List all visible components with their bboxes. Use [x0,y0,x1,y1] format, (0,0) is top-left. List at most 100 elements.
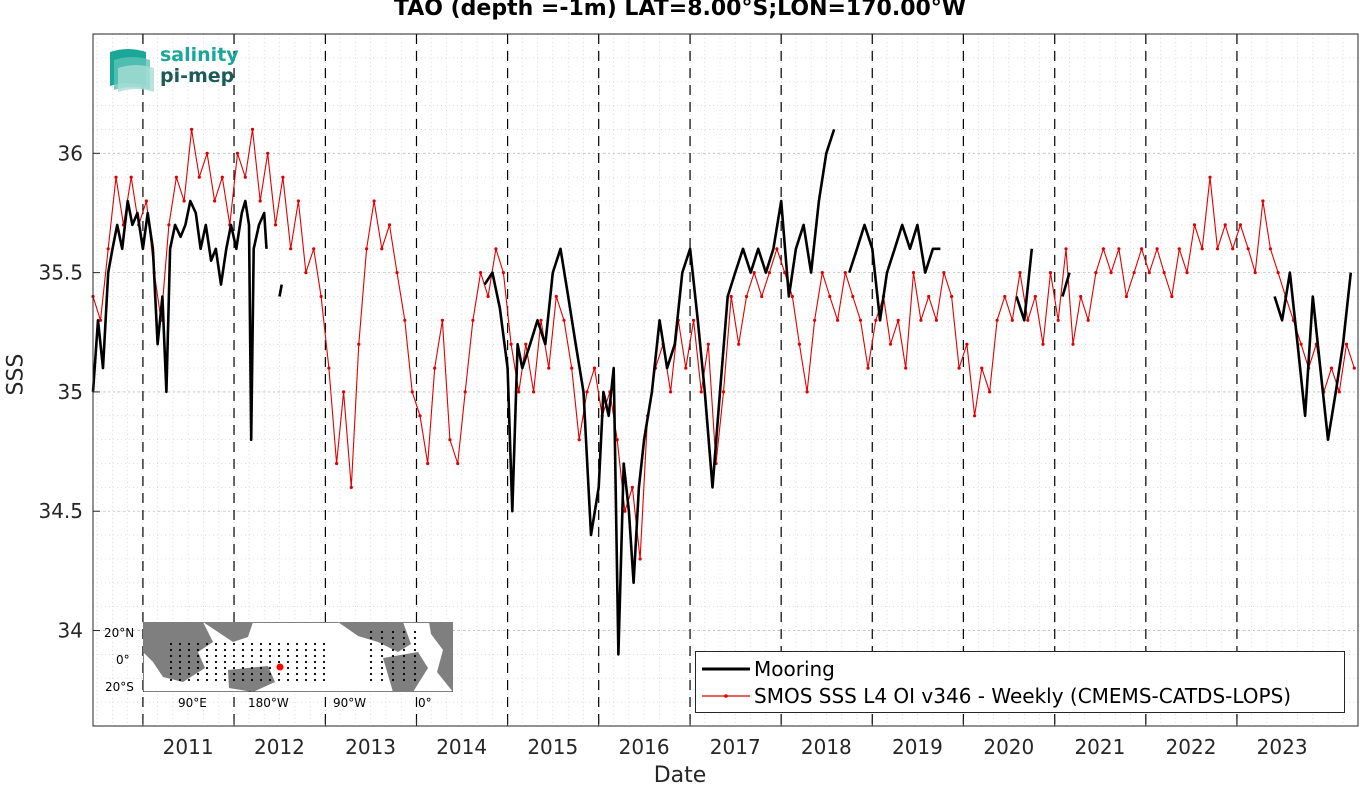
tao-buoy-dot [277,642,281,646]
smos-data-point [1238,223,1242,227]
tao-buoy-dot [413,666,417,670]
tao-buoy-dot [391,666,395,670]
smos-data-point [372,199,376,203]
smos-data-point [213,199,217,203]
tao-buoy-dot [380,678,384,682]
legend-label-mooring: Mooring [754,657,835,681]
tao-buoy-dot [413,642,417,646]
smos-data-point [980,366,984,370]
mooring-location-marker [276,663,284,671]
smos-data-point [1101,247,1105,251]
smos-data-point [904,366,908,370]
x-tick-label: 2023 [1257,735,1308,759]
tao-buoy-dot [413,630,417,634]
smos-data-point [1086,318,1090,322]
smos-data-point [813,318,817,322]
mooring-series-line [1273,271,1353,442]
smos-data-point [403,318,407,322]
smos-data-point [1094,271,1098,275]
inset-lon-label-90w: 90°W [333,696,367,710]
x-tick-label: 2015 [527,735,578,759]
tao-buoy-dot [223,654,227,658]
tao-buoy-dot [205,666,209,670]
smos-data-point [957,366,961,370]
tao-buoy-dot [304,666,308,670]
tao-buoy-dot [380,654,384,658]
y-tick-label: 36 [58,141,83,165]
smos-data-point [1253,271,1257,275]
smos-data-point [805,390,809,394]
smos-data-point [433,366,437,370]
smos-data-point [942,271,946,275]
tao-buoy-dot [313,654,317,658]
x-tick-label: 2018 [801,735,852,759]
tao-buoy-dot [178,672,182,676]
smos-data-point [950,294,954,299]
smos-data-point [1170,294,1174,299]
tao-buoy-dot [413,654,417,658]
smos-data-point [585,390,589,394]
tao-buoy-dot [223,678,227,682]
smos-data-point [851,294,855,299]
smos-data-point [692,318,696,322]
tao-buoy-dot [196,660,200,664]
smos-data-point [479,271,483,275]
smos-data-point [874,318,878,322]
inset-lon-label-180w: 180°W [248,696,289,710]
tao-buoy-dot [232,666,236,670]
y-tick-label: 35.5 [38,261,83,285]
smos-data-point [440,318,444,322]
legend-label-smos: SMOS SSS L4 OI v346 - Weekly (CMEMS-CATD… [754,684,1292,708]
smos-data-point [995,318,999,322]
tao-buoy-dot [402,666,406,670]
smos-data-point [592,366,597,370]
tao-buoy-dot [313,648,317,652]
smos-data-point [919,318,923,322]
smos-data-point [327,366,331,370]
tao-buoy-dot [214,642,218,646]
tao-buoy-dot [241,666,245,670]
salinity-pi-mep-logo: salinity pi-mep [108,44,248,94]
tao-buoy-dot [178,654,182,658]
tao-buoy-dot [391,678,395,682]
smos-data-point [836,318,840,322]
tao-buoy-dot [187,642,191,646]
smos-data-point [167,223,171,227]
smos-data-point [1010,318,1014,322]
smos-data-point [669,390,673,394]
tao-buoy-dot [169,666,173,670]
smos-data-point [365,247,369,251]
legend-entry-mooring: Mooring [696,655,1344,681]
smos-data-point [1337,390,1341,394]
tao-buoy-dot [241,642,245,646]
tao-buoy-dot [268,648,272,652]
tao-buoy-dot [187,672,191,676]
tao-buoy-dot [295,666,299,670]
tao-buoy-dot [369,678,373,682]
smos-data-point [783,271,787,275]
tao-buoy-dot [322,678,326,682]
tao-buoy-dot [380,636,384,640]
tao-buoy-dot [205,648,209,652]
tao-buoy-dot [214,654,218,658]
tao-buoy-dot [413,636,417,640]
tao-buoy-dot [286,654,290,658]
smos-data-point [304,271,308,275]
tao-buoy-dot [413,660,417,664]
smos-data-point [1185,271,1189,275]
y-tick-label: 34.5 [38,499,83,523]
tao-buoy-dot [196,672,200,676]
smos-data-point [752,271,756,275]
smos-data-point [114,175,118,179]
legend-swatch-mooring [702,667,750,671]
tao-buoy-dot [250,672,254,676]
smos-data-point [1140,247,1144,251]
tao-buoy-dot [214,678,218,682]
tao-buoy-dot [268,654,272,658]
smos-data-point [1299,342,1303,346]
smos-data-point [988,390,992,394]
smos-data-point [463,390,467,394]
tao-buoy-dot [232,654,236,658]
tao-buoy-dot [286,648,290,652]
tao-buoy-dot [205,678,209,682]
